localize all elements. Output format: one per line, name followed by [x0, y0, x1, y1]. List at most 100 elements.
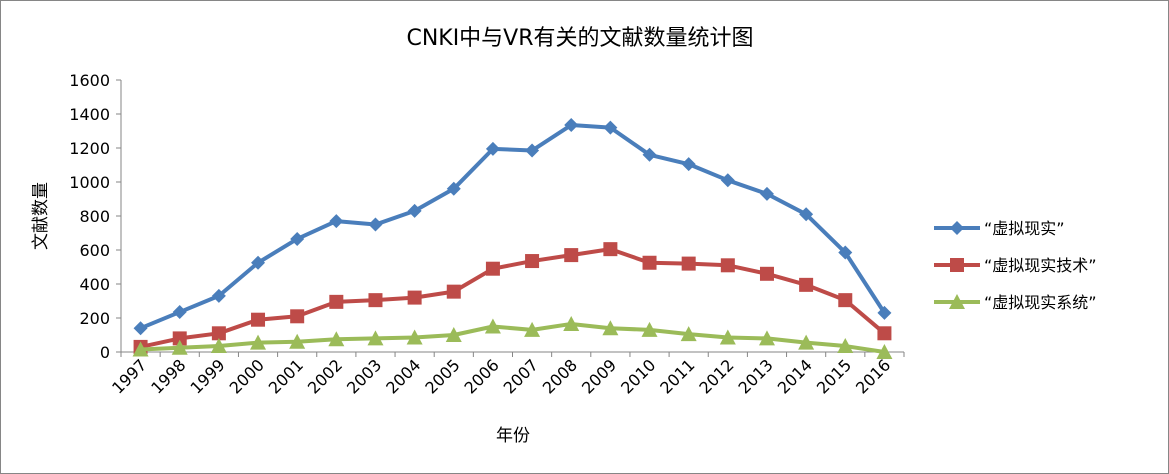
series-line: [140, 321, 885, 354]
data-point: [250, 334, 267, 350]
data-point: [681, 256, 696, 271]
legend-item: “虚拟现实技术”: [934, 256, 1097, 275]
x-tick-label: 2011: [656, 355, 698, 397]
legend-label: “虚拟现实技术”: [984, 256, 1097, 275]
data-point: [368, 217, 383, 232]
data-point: [877, 326, 892, 341]
data-point: [758, 330, 775, 346]
data-point: [876, 344, 893, 359]
data-point: [720, 258, 735, 273]
data-point: [211, 326, 226, 341]
data-point: [798, 334, 815, 350]
data-point: [171, 339, 188, 355]
x-tick-label: 2013: [735, 355, 777, 397]
y-tick-label: 200: [79, 309, 110, 328]
x-tick-label: 2014: [774, 355, 816, 397]
data-point: [367, 330, 384, 346]
x-tick-label: 2009: [578, 355, 620, 397]
data-point: [602, 320, 619, 336]
data-point: [525, 254, 540, 269]
data-point: [290, 309, 305, 324]
data-point: [172, 331, 187, 346]
series-2: [133, 242, 892, 354]
chart-title: CNKI中与VR有关的文献数量统计图: [406, 26, 753, 51]
y-axis-label: 文献数量: [31, 182, 51, 250]
data-point: [680, 326, 697, 342]
legend-marker: [950, 258, 964, 272]
x-tick-label: 2004: [382, 355, 424, 397]
y-tick-label: 0: [100, 343, 110, 362]
x-tick-label: 2002: [304, 355, 346, 397]
y-tick-label: 600: [79, 241, 110, 260]
data-point: [681, 157, 696, 172]
y-axis-tick-labels: 0 200 400 600 800 1000 1200 1400 1600: [69, 71, 121, 362]
series-layer: [132, 118, 893, 359]
data-point: [719, 329, 736, 345]
data-point: [485, 141, 500, 156]
x-axis-label: 年份: [496, 426, 530, 446]
data-point: [445, 327, 462, 342]
data-point: [720, 173, 735, 188]
data-point: [524, 321, 541, 337]
data-point: [289, 333, 306, 349]
x-tick-label: 2006: [461, 355, 503, 397]
data-point: [251, 255, 266, 270]
data-point: [642, 147, 657, 162]
data-point: [641, 321, 658, 337]
data-point: [407, 290, 422, 305]
data-point: [210, 338, 227, 354]
data-point: [877, 305, 892, 320]
data-point: [642, 255, 657, 270]
x-tick-label: 2015: [813, 355, 855, 397]
data-point: [328, 331, 345, 347]
data-point: [290, 231, 305, 246]
legend-marker: [949, 294, 965, 309]
y-tick-label: 1000: [69, 173, 110, 192]
y-tick-label: 400: [79, 275, 110, 294]
legend-item: “虚拟现实系统”: [934, 293, 1097, 312]
x-tick-label: 2003: [343, 355, 385, 397]
x-tick-label: 2010: [617, 355, 659, 397]
x-tick-label: 1999: [186, 355, 228, 397]
data-point: [838, 293, 853, 308]
x-tick-label: 2012: [695, 355, 737, 397]
data-point: [525, 143, 540, 158]
legend-item: “虚拟现实”: [934, 219, 1065, 238]
data-point: [563, 315, 580, 331]
x-tick-label: 2000: [226, 355, 268, 397]
data-point: [132, 341, 149, 357]
x-tick-label: 2016: [852, 355, 894, 397]
x-tick-label: 1997: [108, 355, 150, 397]
y-tick-label: 1600: [69, 71, 110, 90]
x-tick-label: 2008: [539, 355, 581, 397]
data-point: [485, 261, 500, 276]
y-tick-label: 1400: [69, 105, 110, 124]
data-point: [446, 284, 461, 299]
data-point: [329, 294, 344, 309]
data-point: [759, 266, 774, 281]
legend: “虚拟现实” “虚拟现实技术” “虚拟现实系统”: [934, 219, 1097, 312]
data-point: [368, 293, 383, 308]
data-point: [799, 277, 814, 292]
data-point: [759, 186, 774, 201]
data-point: [133, 321, 148, 336]
data-point: [329, 214, 344, 229]
data-point: [484, 318, 501, 334]
x-axis-tick-labels: 1997199819992000200120022003200420052006…: [108, 352, 905, 398]
data-point: [406, 329, 423, 345]
legend-label: “虚拟现实”: [984, 219, 1065, 238]
x-tick-label: 2005: [421, 355, 463, 397]
data-point: [564, 248, 579, 263]
data-point: [603, 242, 618, 257]
legend-label: “虚拟现实系统”: [984, 293, 1097, 312]
data-point: [446, 181, 461, 196]
y-tick-label: 800: [79, 207, 110, 226]
series-3: [132, 315, 893, 359]
x-tick-label: 2001: [265, 355, 307, 397]
data-point: [172, 305, 187, 320]
legend-marker: [950, 221, 964, 235]
data-point: [603, 120, 618, 135]
data-point: [837, 338, 854, 354]
